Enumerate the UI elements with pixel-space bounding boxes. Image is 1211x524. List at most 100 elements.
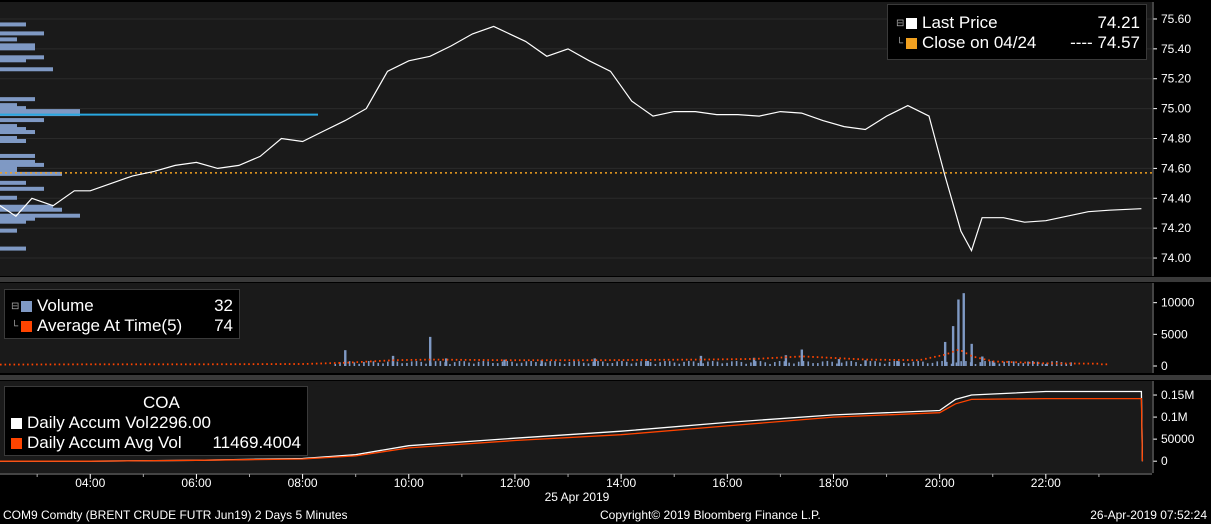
volume-bar bbox=[721, 363, 724, 366]
volume-bar bbox=[367, 360, 370, 366]
volume-bar bbox=[907, 363, 910, 366]
volume-bar bbox=[353, 362, 356, 366]
volume-bar bbox=[635, 362, 638, 366]
volume-bar bbox=[855, 362, 857, 366]
avg-at-time-mark bbox=[406, 359, 408, 361]
avg-at-time-mark bbox=[338, 362, 341, 364]
avg-at-time-mark bbox=[216, 363, 219, 366]
avg-at-time-mark bbox=[500, 359, 503, 362]
avg-at-time-mark bbox=[672, 358, 674, 361]
volume-profile-bar bbox=[0, 136, 17, 141]
volume-bar bbox=[998, 363, 1001, 366]
avg-at-time-mark bbox=[735, 358, 738, 361]
volume-bar bbox=[957, 299, 960, 366]
avg-at-time-mark bbox=[699, 358, 702, 361]
avg-at-time-mark bbox=[13, 363, 16, 366]
panel-divider-1[interactable] bbox=[0, 277, 1211, 282]
avg-at-time-mark bbox=[1015, 361, 1017, 364]
volume-bar bbox=[468, 362, 470, 366]
legend-close-dashes: ---- bbox=[1070, 33, 1093, 52]
volume-bar bbox=[646, 360, 650, 366]
volume-bar bbox=[449, 364, 451, 366]
price-axis-tick-label: 75.00 bbox=[1161, 102, 1191, 116]
volume-bar bbox=[406, 362, 408, 366]
volume-bar bbox=[974, 364, 977, 366]
avg-at-time-mark bbox=[523, 359, 526, 362]
avg-at-time-mark bbox=[306, 362, 309, 365]
avg-at-time-mark bbox=[1046, 362, 1049, 365]
avg-at-time-mark bbox=[225, 363, 228, 366]
avg-at-time-mark bbox=[1033, 362, 1035, 364]
volume-bar bbox=[530, 360, 532, 366]
avg-at-time-mark bbox=[694, 358, 697, 361]
volume-bar bbox=[817, 363, 819, 366]
volume-bar bbox=[840, 362, 843, 366]
panel-divider-2[interactable] bbox=[0, 375, 1211, 380]
volume-bar bbox=[540, 360, 543, 366]
volume-profile-bar bbox=[0, 159, 35, 164]
legend-accum-avg: Daily Accum Avg Vol 11469.4004 bbox=[11, 433, 307, 453]
x-axis-tick-label: 14:00 bbox=[606, 476, 636, 490]
volume-bar bbox=[1008, 360, 1010, 366]
avg-at-time-mark bbox=[645, 358, 647, 361]
avg-at-time-mark bbox=[379, 360, 381, 362]
volume-bar bbox=[812, 363, 814, 366]
legend-accum-label: Daily Accum Vol bbox=[27, 413, 149, 432]
avg-at-time-mark bbox=[703, 358, 706, 361]
avg-at-time-mark bbox=[631, 359, 634, 361]
volume-bar bbox=[1012, 361, 1015, 366]
avg-at-time-mark bbox=[4, 363, 7, 366]
avg-at-time-mark bbox=[997, 360, 999, 363]
orange-swatch-icon bbox=[906, 38, 917, 50]
avg-at-time-mark bbox=[99, 363, 101, 366]
volume-bar bbox=[931, 362, 934, 366]
avg-at-time-mark bbox=[383, 359, 386, 362]
volume-bar bbox=[339, 362, 341, 366]
avg-at-time-mark bbox=[654, 358, 656, 361]
volume-bar bbox=[802, 360, 805, 366]
avg-at-time-mark bbox=[130, 363, 133, 366]
avg-at-time-mark bbox=[568, 359, 571, 362]
volume-bar bbox=[649, 362, 652, 366]
avg-at-time-mark bbox=[988, 359, 990, 362]
avg-at-time-mark bbox=[595, 359, 598, 362]
avg-at-time-mark bbox=[974, 356, 977, 359]
avg-at-time-mark bbox=[1105, 363, 1108, 366]
avg-at-time-mark bbox=[911, 359, 914, 362]
avg-at-time-mark bbox=[1082, 362, 1085, 365]
volume-bar bbox=[707, 361, 709, 366]
volume-profile-bar bbox=[0, 37, 17, 42]
cumulative-axis-tick-label: 0 bbox=[1161, 454, 1168, 468]
avg-at-time-mark bbox=[712, 358, 715, 361]
avg-at-time-mark bbox=[121, 363, 124, 366]
volume-bar bbox=[903, 362, 905, 366]
avg-at-time-mark bbox=[22, 363, 25, 366]
volume-bar bbox=[759, 361, 762, 366]
volume-bar bbox=[784, 355, 788, 366]
price-axis-tick-label: 75.60 bbox=[1161, 12, 1191, 26]
avg-at-time-mark bbox=[586, 359, 589, 362]
legend-toggle-icon[interactable]: ⊟ bbox=[896, 17, 905, 29]
avg-at-time-mark bbox=[49, 363, 52, 366]
volume-bar bbox=[415, 360, 418, 366]
volume-bar bbox=[439, 361, 442, 366]
volume-bar bbox=[473, 363, 475, 366]
cumulative-axis-tick-label: 0.15M bbox=[1161, 388, 1194, 402]
legend-toggle-icon[interactable]: ⊟ bbox=[11, 300, 20, 312]
footer-copyright: Copyright© 2019 Bloomberg Finance L.P. bbox=[600, 508, 821, 522]
volume-bar bbox=[943, 341, 947, 366]
avg-at-time-mark bbox=[410, 358, 413, 361]
avg-at-time-mark bbox=[879, 358, 882, 361]
avg-at-time-mark bbox=[992, 360, 995, 363]
avg-at-time-mark bbox=[983, 358, 986, 361]
avg-at-time-mark bbox=[58, 363, 61, 366]
avg-at-time-mark bbox=[843, 357, 846, 360]
avg-at-time-mark bbox=[555, 359, 557, 362]
legend-tree-icon: └ bbox=[896, 37, 904, 49]
volume-bar bbox=[692, 361, 695, 366]
volume-bar bbox=[864, 360, 867, 366]
volume-profile-bar bbox=[0, 213, 80, 218]
volume-bar bbox=[587, 363, 590, 366]
volume-bar bbox=[434, 361, 437, 366]
x-axis-tick-label: 08:00 bbox=[288, 476, 318, 490]
